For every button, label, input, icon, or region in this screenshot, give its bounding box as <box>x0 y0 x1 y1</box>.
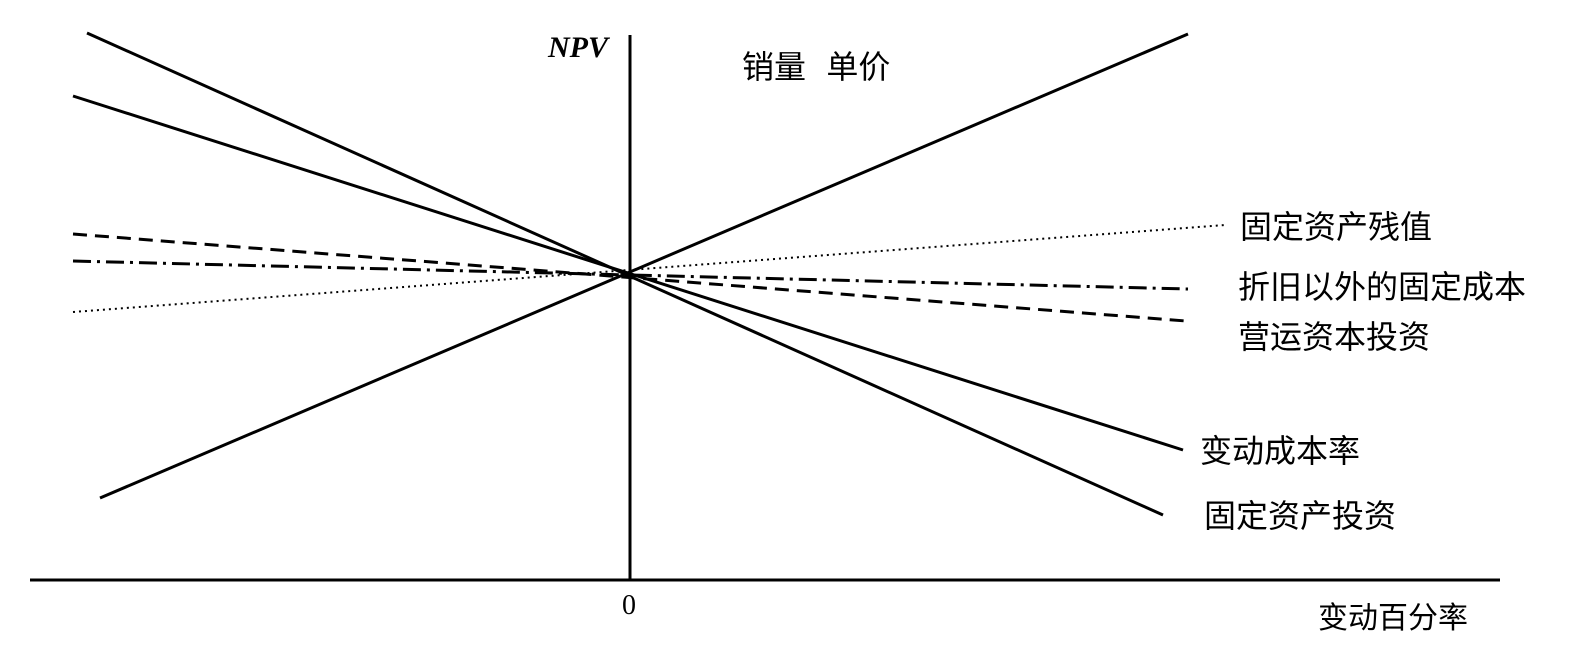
label-working-capital: 营运资本投资 <box>1238 318 1430 356</box>
line-fixed-cost <box>72 259 1189 291</box>
label-variable-cost-rate: 变动成本率 <box>1200 432 1360 470</box>
label-sales-price: 销量 单价 <box>742 48 890 86</box>
label-fixed-asset-investment: 固定资产投资 <box>1204 497 1396 535</box>
x-axis-label: 变动百分率 <box>1318 601 1468 636</box>
line-working-capital <box>72 232 1187 323</box>
label-residual-value: 固定资产残值 <box>1240 208 1432 246</box>
label-fixed-cost: 折旧以外的固定成本 <box>1238 268 1526 306</box>
y-axis-label: NPV <box>547 31 611 64</box>
line-sales-price <box>99 32 1189 500</box>
origin-label: 0 <box>622 590 636 621</box>
line-residual-value <box>72 224 1226 313</box>
line-variable-cost-rate <box>72 94 1184 452</box>
